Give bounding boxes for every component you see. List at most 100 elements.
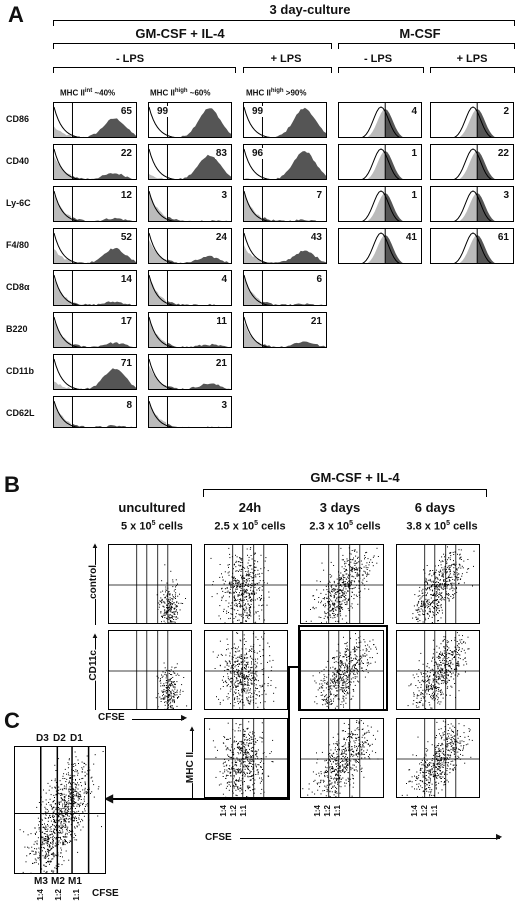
percent-value: 22 — [496, 148, 510, 159]
histogram: 83 — [148, 144, 232, 180]
percent-value: 43 — [309, 232, 323, 243]
gate-d3: D3 — [36, 733, 49, 744]
histogram: 2 — [430, 102, 514, 138]
percent-value: 2 — [502, 106, 510, 117]
arrow-right-icon: ▶ — [181, 713, 188, 722]
percent-value: 61 — [496, 232, 510, 243]
percent-value: 24 — [214, 232, 228, 243]
percent-value: 11 — [215, 316, 228, 327]
ratio-label: 1:1 — [333, 805, 342, 817]
xlabel-cfse-c: CFSE — [92, 888, 119, 899]
percent-value: 8 — [125, 400, 133, 411]
xlabel-cfse-b: CFSE — [98, 712, 125, 723]
ratio-label: 1:2 — [420, 805, 429, 817]
dotplot — [300, 544, 384, 624]
histogram: 99 — [243, 102, 327, 138]
percent-value: 4 — [410, 106, 418, 117]
percent-value: 1 — [410, 190, 418, 201]
arrow-right-icon: ▶ — [496, 832, 503, 841]
percent-value: 41 — [404, 232, 418, 243]
dotplot — [396, 630, 480, 710]
ratio-label-c: 1:4 — [36, 889, 45, 901]
histogram: 52 — [53, 228, 137, 264]
row-label: CD86 — [6, 114, 30, 124]
histogram: 12 — [53, 186, 137, 222]
percent-value: 99 — [251, 106, 265, 117]
percent-value: 4 — [220, 274, 228, 285]
percent-value: 71 — [119, 358, 133, 369]
ylabel-cd11c: CD11c — [88, 650, 99, 681]
mhc-int-label: MHC IIint ~40% — [60, 88, 116, 98]
panel-b-letter: B — [4, 472, 20, 497]
row-label: B220 — [6, 324, 28, 334]
histogram: 1 — [338, 144, 422, 180]
panel-c-dotplot — [14, 746, 106, 874]
histogram: 4 — [338, 102, 422, 138]
ylabel-mhc-ii: MHC II — [185, 752, 196, 784]
ratio-label: 1:1 — [430, 805, 439, 817]
percent-value: 12 — [119, 190, 133, 201]
culture-title: 3 day-culture — [269, 2, 351, 17]
dotplot — [300, 718, 384, 798]
col-24h: 24h — [238, 500, 262, 515]
row-label: CD11b — [6, 366, 35, 376]
uncultured-label: uncultured — [118, 500, 186, 515]
percent-value: 1 — [410, 148, 418, 159]
histogram: 65 — [53, 102, 137, 138]
xlabel-cfse-bottom: CFSE — [205, 832, 232, 843]
histogram: 99 — [148, 102, 232, 138]
histogram: 21 — [148, 354, 232, 390]
dotplot — [108, 630, 192, 710]
panel-c-letter: C — [4, 708, 20, 733]
percent-value: 65 — [119, 106, 133, 117]
gate-m3: M3 — [34, 876, 48, 887]
dotplot — [396, 544, 480, 624]
percent-value: 21 — [309, 316, 323, 327]
row-label: Ly-6C — [6, 198, 31, 208]
row-label: CD8α — [6, 282, 30, 292]
arrow-up-icon: ▲ — [188, 724, 196, 733]
histogram: 1 — [338, 186, 422, 222]
percent-value: 3 — [220, 400, 228, 411]
dotplot — [300, 630, 384, 710]
dotplot — [108, 544, 192, 624]
ratio-label: 1:4 — [410, 805, 419, 817]
mhc-high-label-2: MHC IIhigh >90% — [246, 88, 307, 98]
plus-lps-label-1: + LPS — [270, 53, 302, 65]
percent-value: 22 — [119, 148, 133, 159]
row-label: F4/80 — [6, 240, 30, 250]
percent-value: 3 — [220, 190, 228, 201]
percent-value: 21 — [214, 358, 228, 369]
histogram: 14 — [53, 270, 137, 306]
histogram: 3 — [148, 396, 232, 428]
histogram: 7 — [243, 186, 327, 222]
percent-value: 99 — [156, 106, 170, 117]
histogram: 43 — [243, 228, 327, 264]
gate-d2: D2 — [53, 733, 66, 744]
histogram: 71 — [53, 354, 137, 390]
percent-value: 17 — [119, 316, 133, 327]
percent-value: 6 — [315, 274, 323, 285]
histogram: 41 — [338, 228, 422, 264]
histogram: 11 — [148, 312, 232, 348]
ratio-row: 1:4 1:2 1:1 1:4 1:2 1:1 1:4 1:2 1:1 — [205, 805, 505, 841]
dotplot — [204, 718, 288, 798]
minus-lps-label-1: - LPS — [115, 53, 145, 65]
gm-csf-il4-header-b: GM-CSF + IL-4 — [310, 470, 400, 485]
histogram: 6 — [243, 270, 327, 306]
count-6days: 3.8 x 105 cells — [406, 520, 478, 533]
plus-lps-label-2: + LPS — [456, 53, 488, 65]
gate-m1: M1 — [68, 876, 82, 887]
gate-d1: D1 — [70, 733, 83, 744]
percent-value: 14 — [119, 274, 133, 285]
histogram: 4 — [148, 270, 232, 306]
histogram: 24 — [148, 228, 232, 264]
histogram: 96 — [243, 144, 327, 180]
highlight-box — [298, 625, 388, 711]
histogram: 21 — [243, 312, 327, 348]
percent-value: 3 — [502, 190, 510, 201]
histogram: 17 — [53, 312, 137, 348]
gm-csf-il4-header: GM-CSF + IL-4 — [135, 26, 225, 41]
row-label: CD62L — [6, 408, 35, 418]
histogram: 22 — [53, 144, 137, 180]
